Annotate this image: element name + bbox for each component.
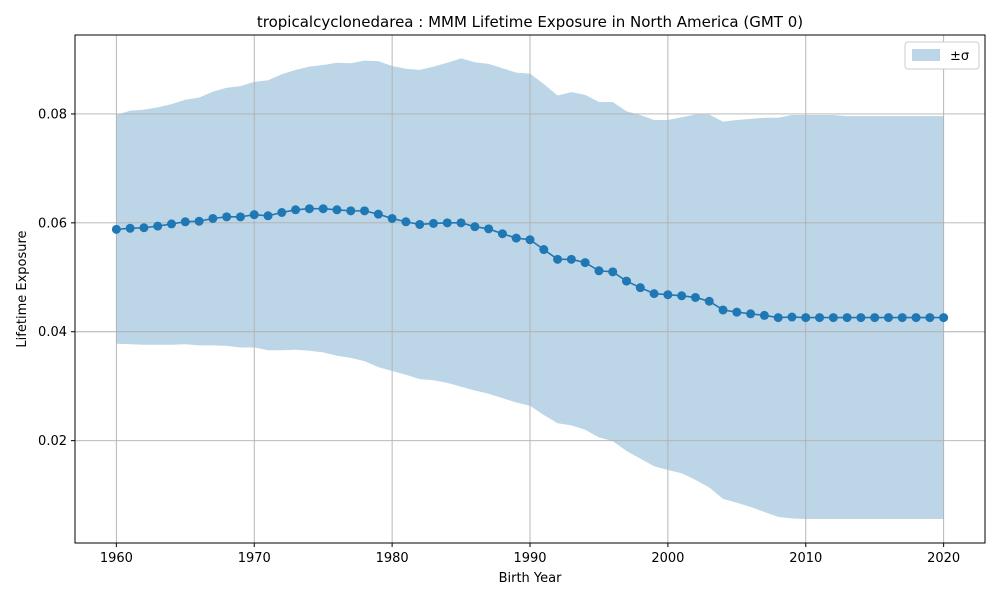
data-point [111,224,121,234]
data-point [456,218,466,228]
data-point [470,222,480,232]
data-point [870,313,880,323]
data-point [401,217,411,227]
data-point [415,219,425,229]
data-point [249,210,259,220]
legend-band-swatch [912,49,940,61]
data-point [332,205,342,215]
data-point [318,204,328,214]
x-tick-label: 1990 [513,551,546,566]
data-point [484,224,494,234]
y-tick-label: 0.06 [38,216,67,231]
data-point [194,216,204,226]
data-point [622,276,632,286]
data-point [539,245,549,255]
data-point [911,313,921,323]
x-tick-label: 2000 [651,551,684,566]
data-point [235,212,245,222]
data-point [787,312,797,322]
data-point [828,313,838,323]
x-tick-label: 1980 [376,551,409,566]
data-point [773,313,783,323]
x-axis-title: Birth Year [499,571,563,586]
chart-title: tropicalcyclonedarea : MMM Lifetime Expo… [257,13,803,31]
data-point [883,313,893,323]
data-point [167,219,177,229]
data-point [291,205,301,215]
data-point [649,289,659,299]
data-point [304,204,314,214]
data-point [815,313,825,323]
x-tick-label: 1970 [238,551,271,566]
data-point [153,221,163,231]
data-point [180,217,190,227]
data-point [677,291,687,301]
data-point [442,218,452,228]
data-point [718,305,728,315]
data-point [690,292,700,302]
x-tick-label: 2020 [927,551,960,566]
data-point [842,313,852,323]
data-point [925,313,935,323]
data-point [704,296,714,306]
data-point [139,223,149,233]
data-point [939,313,949,323]
data-point [428,218,438,228]
data-point [525,235,535,245]
data-point [746,309,756,319]
data-point [553,254,563,264]
data-point [263,211,273,221]
data-point [277,208,287,218]
data-point [346,206,356,216]
data-point [125,223,135,233]
y-axis-title: Lifetime Exposure [15,230,30,347]
data-point [594,266,604,276]
legend-band-label: ±σ [950,49,969,64]
data-point [897,313,907,323]
y-tick-label: 0.08 [38,107,67,122]
data-point [511,233,521,243]
data-point [801,313,811,323]
data-point [208,213,218,223]
data-point [856,313,866,323]
data-point [580,258,590,268]
data-point [759,310,769,320]
data-point [360,206,370,216]
data-point [608,267,618,277]
data-point [732,307,742,317]
data-point [222,212,232,222]
data-point [566,254,576,264]
y-tick-label: 0.02 [38,434,67,449]
data-point [373,209,383,219]
x-tick-label: 2010 [789,551,822,566]
data-point [497,229,507,239]
data-point [663,290,673,300]
x-tick-label: 1960 [100,551,133,566]
legend: ±σ [904,41,980,70]
plot-area: 1960 1970 1980 1990 2000 2010 2020 0.02 0.04 0.06… [38,34,986,566]
legend-frame [904,41,980,70]
data-point [387,213,397,223]
y-tick-label: 0.04 [38,325,67,340]
data-point [635,283,645,293]
